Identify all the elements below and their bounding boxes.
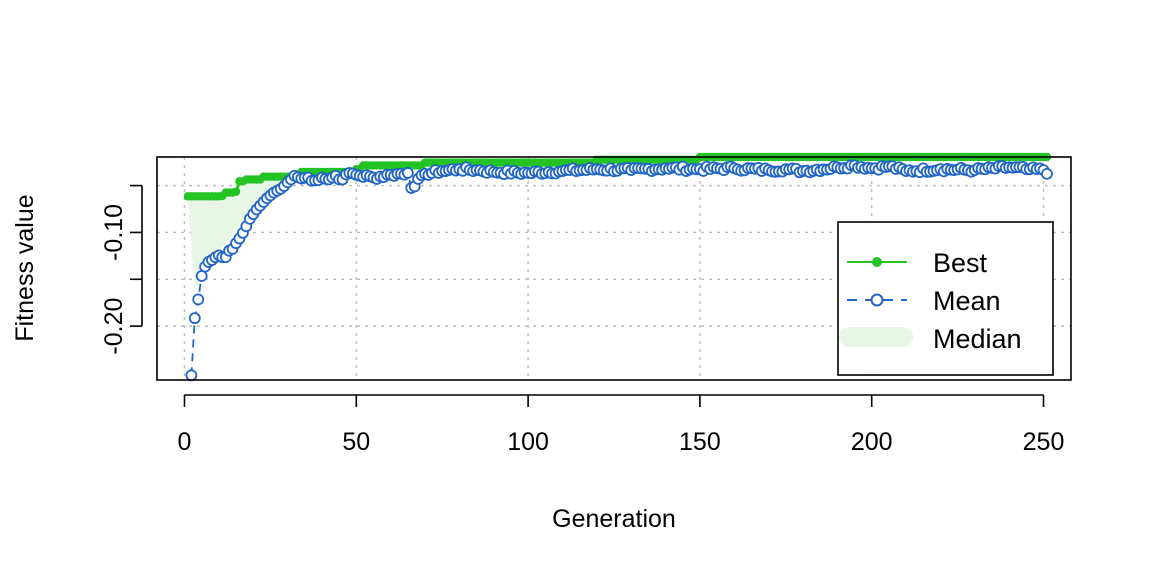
legend-mean-label: Mean (933, 286, 1001, 316)
y-tick-label: -0.10 (100, 204, 128, 261)
legend-median-swatch (839, 327, 913, 347)
legend-best-point (872, 257, 882, 267)
x-tick-label: 200 (851, 428, 893, 456)
median-band (187, 176, 288, 287)
x-axis-label: Generation (552, 505, 676, 533)
legend-mean-point (870, 293, 884, 307)
legend-median-label: Median (933, 324, 1022, 354)
mean-series (185, 159, 1053, 382)
median-area (187, 176, 288, 287)
y-tick-label: -0.20 (100, 298, 128, 355)
x-tick-label: 100 (507, 428, 549, 456)
legend-best-label: Best (933, 248, 988, 278)
legend: Best Mean Median (837, 221, 1054, 376)
mean-point (192, 293, 205, 306)
x-axis: 0 50 100 150 200 250 (178, 394, 1065, 456)
x-tick-label: 150 (679, 428, 721, 456)
x-tick-label: 250 (1023, 428, 1065, 456)
best-point (231, 187, 241, 196)
y-axis-label: Fitness value (11, 194, 39, 341)
mean-point (1041, 167, 1053, 180)
plot-frame (156, 156, 1072, 381)
mean-point (185, 369, 198, 382)
y-axis: -0.20 -0.10 (100, 184, 143, 355)
x-tick-label: 50 (342, 428, 370, 456)
mean-point (188, 312, 201, 325)
x-tick-label: 0 (178, 428, 192, 456)
mean-point (401, 167, 414, 179)
